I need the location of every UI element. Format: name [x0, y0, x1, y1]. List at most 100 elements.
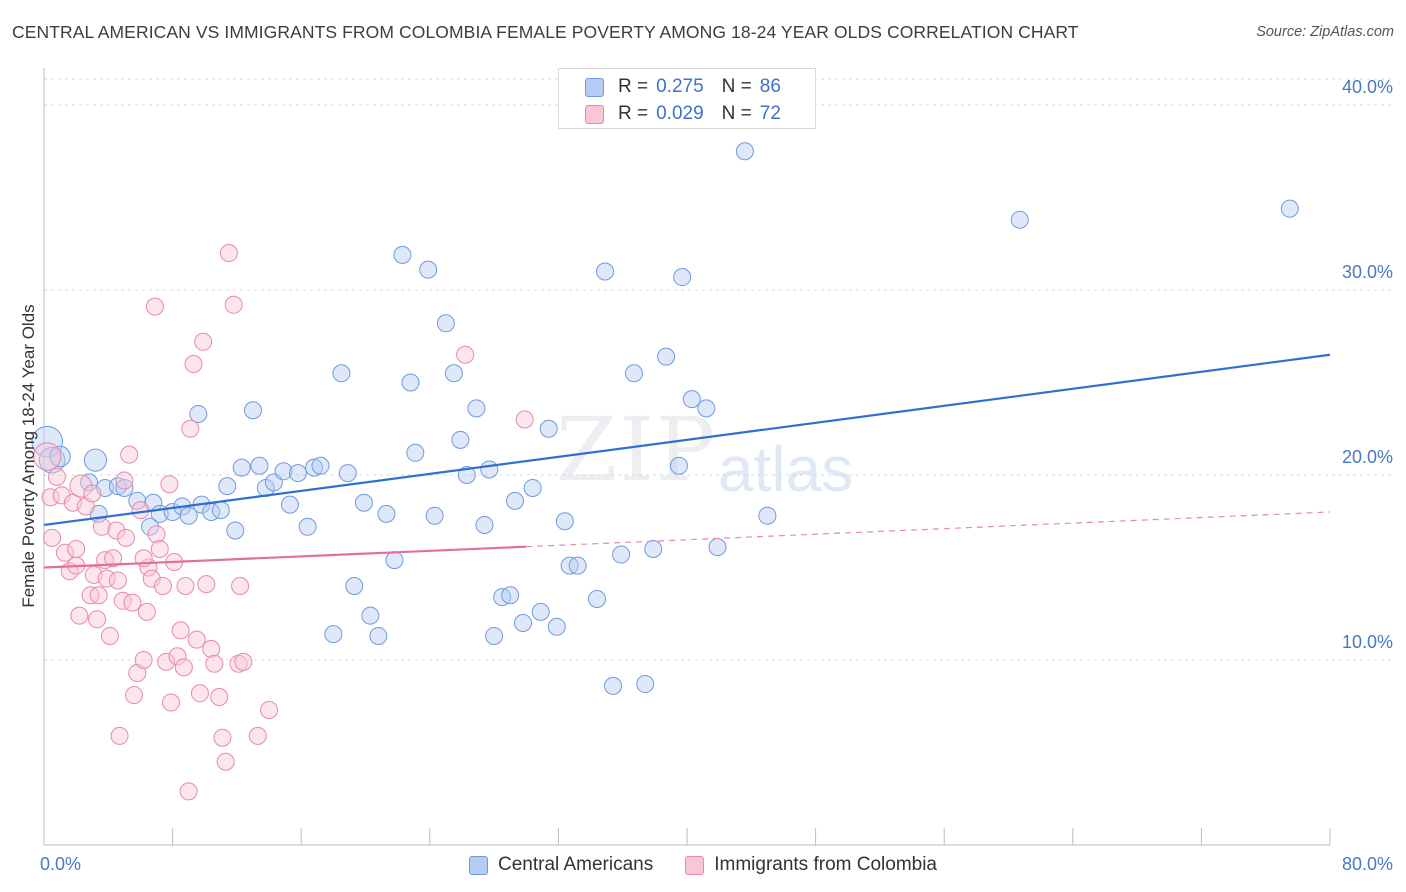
data-point — [539, 419, 558, 438]
data-point — [324, 625, 343, 644]
data-point — [475, 515, 494, 534]
series-central-americans — [31, 97, 1299, 695]
data-point — [596, 262, 615, 281]
data-point — [419, 260, 438, 279]
data-point — [83, 484, 102, 503]
bottom-legend-item-central-americans: Central Americans — [468, 854, 654, 876]
data-point — [83, 448, 107, 472]
data-point — [298, 517, 317, 536]
data-point — [43, 528, 62, 547]
bottom-legend-swatch-blue — [468, 855, 488, 875]
data-point — [205, 654, 224, 673]
data-point — [604, 676, 623, 695]
data-point — [274, 462, 293, 481]
data-point — [425, 506, 444, 525]
data-point — [587, 589, 606, 608]
data-point — [708, 538, 727, 557]
data-point — [1280, 199, 1299, 218]
data-point — [123, 593, 142, 612]
data-point — [161, 693, 180, 712]
data-point — [100, 626, 119, 645]
data-point — [280, 495, 299, 514]
series-immigrants-from-colombia — [33, 244, 534, 801]
data-point — [134, 651, 153, 669]
data-point — [210, 688, 229, 706]
data-point — [176, 577, 195, 595]
data-point — [211, 501, 230, 520]
legend-swatch-pink — [585, 104, 604, 124]
data-point — [153, 577, 172, 595]
trend-line-dashed — [526, 511, 1331, 548]
data-point — [523, 478, 542, 497]
data-point — [142, 569, 161, 588]
data-point — [456, 345, 475, 364]
data-point — [612, 545, 631, 564]
data-point — [189, 404, 208, 423]
data-point — [1010, 210, 1029, 229]
x-tick-label-max: 80.0% — [1342, 854, 1393, 874]
data-point — [187, 630, 206, 649]
data-point — [515, 410, 534, 429]
data-point — [150, 540, 169, 558]
data-point — [216, 752, 235, 771]
data-point — [184, 355, 203, 373]
chart-title: CENTRAL AMERICAN VS IMMIGRANTS FROM COLO… — [12, 22, 1079, 42]
data-point — [332, 364, 351, 383]
data-point — [514, 614, 533, 632]
data-point — [115, 471, 134, 490]
legend-row-colombia: R = 0.029 N = 72 — [585, 103, 781, 125]
data-point — [125, 686, 144, 705]
data-point — [485, 626, 504, 645]
trend-line-solid — [43, 545, 527, 569]
data-point — [288, 464, 307, 483]
data-point — [194, 332, 213, 351]
data-point — [361, 606, 380, 625]
data-point — [108, 571, 127, 590]
data-point — [436, 314, 455, 333]
data-point — [260, 700, 279, 719]
y-tick-label: 20.0% — [1342, 447, 1393, 467]
data-point — [213, 728, 232, 747]
legend-n-label: N = — [721, 103, 752, 124]
data-point — [385, 551, 404, 570]
data-point — [55, 543, 74, 562]
trend-line — [43, 353, 1331, 527]
legend-swatch-blue — [585, 77, 604, 97]
data-point — [305, 458, 324, 477]
data-point — [444, 364, 463, 383]
data-point — [451, 430, 470, 449]
data-point — [232, 458, 251, 477]
data-point — [234, 652, 253, 671]
data-point — [190, 684, 209, 703]
tick-labels: 10.0% 20.0% 30.0% 40.0% 0.0% 80.0% Female Pove… — [19, 77, 1393, 874]
data-point — [457, 466, 476, 484]
bottom-legend-label-central-americans: Central Americans — [497, 854, 654, 875]
data-point — [657, 347, 676, 366]
data-point — [401, 373, 420, 392]
bottom-legend: Central Americans Immigrants from Colomb… — [0, 851, 1406, 879]
data-point — [501, 586, 520, 605]
y-axis-title: Female Poverty Among 18-24 Year Olds — [19, 304, 38, 607]
y-tick-label: 30.0% — [1342, 262, 1393, 282]
data-point — [141, 517, 160, 536]
data-point — [47, 467, 66, 486]
data-point — [636, 675, 655, 694]
data-point — [406, 443, 425, 462]
data-point — [673, 268, 692, 287]
data-point — [88, 610, 107, 629]
data-point — [120, 445, 139, 464]
bottom-legend-label-colombia: Immigrants from Colombia — [714, 854, 937, 875]
data-point — [531, 602, 550, 621]
data-point — [555, 512, 574, 531]
data-point — [137, 602, 156, 621]
data-point — [338, 464, 357, 483]
data-point — [69, 474, 93, 498]
bottom-legend-item-colombia: Immigrants from Colombia — [685, 854, 937, 876]
data-point — [377, 504, 396, 523]
legend-r-label: R = — [618, 76, 649, 97]
data-point — [393, 245, 412, 264]
legend-r-label: R = — [618, 103, 649, 124]
data-point — [41, 488, 60, 507]
data-point — [231, 577, 250, 595]
